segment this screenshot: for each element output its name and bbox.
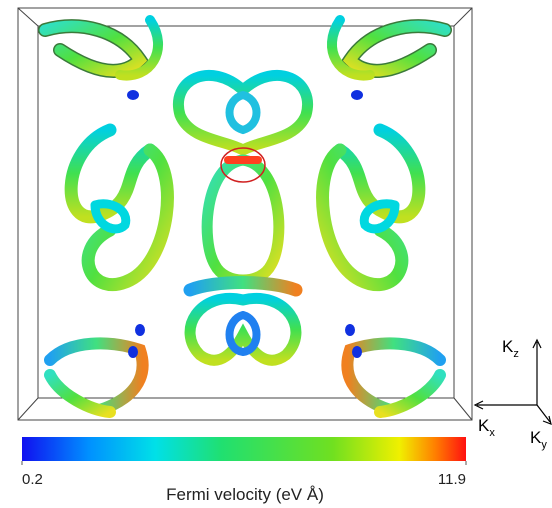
pocket	[128, 346, 138, 358]
fermi-surface	[45, 20, 167, 412]
pocket	[135, 324, 145, 336]
pocket	[127, 90, 139, 100]
center-surface	[178, 75, 307, 360]
axis-label: Ky	[530, 428, 547, 451]
figure: Fermi velocity (eV Å) Kz Kx Ky 0.2 11.9	[0, 0, 552, 508]
axis-label: Kx	[478, 416, 495, 439]
axis-label: Kz	[502, 337, 519, 360]
colorbar-tick-label: 0.2	[22, 471, 43, 488]
colorbar	[22, 437, 466, 461]
colorbar-tick-label: 11.9	[438, 471, 466, 488]
colorbar-label: Fermi velocity (eV Å)	[166, 485, 324, 504]
